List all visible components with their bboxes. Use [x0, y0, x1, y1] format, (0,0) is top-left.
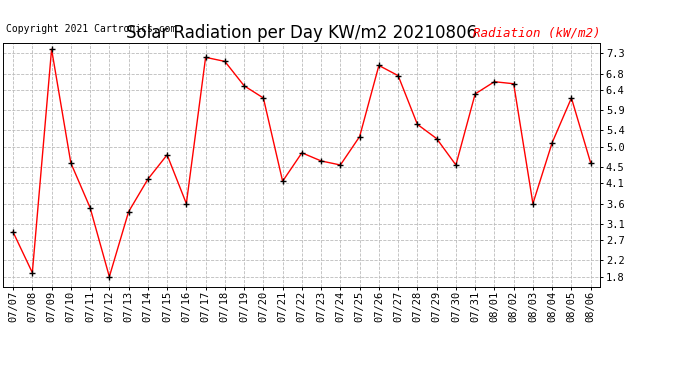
Text: Copyright 2021 Cartronics.com: Copyright 2021 Cartronics.com [6, 24, 176, 34]
Title: Solar Radiation per Day KW/m2 20210806: Solar Radiation per Day KW/m2 20210806 [126, 24, 477, 42]
Text: Radiation (kW/m2): Radiation (kW/m2) [473, 26, 600, 39]
